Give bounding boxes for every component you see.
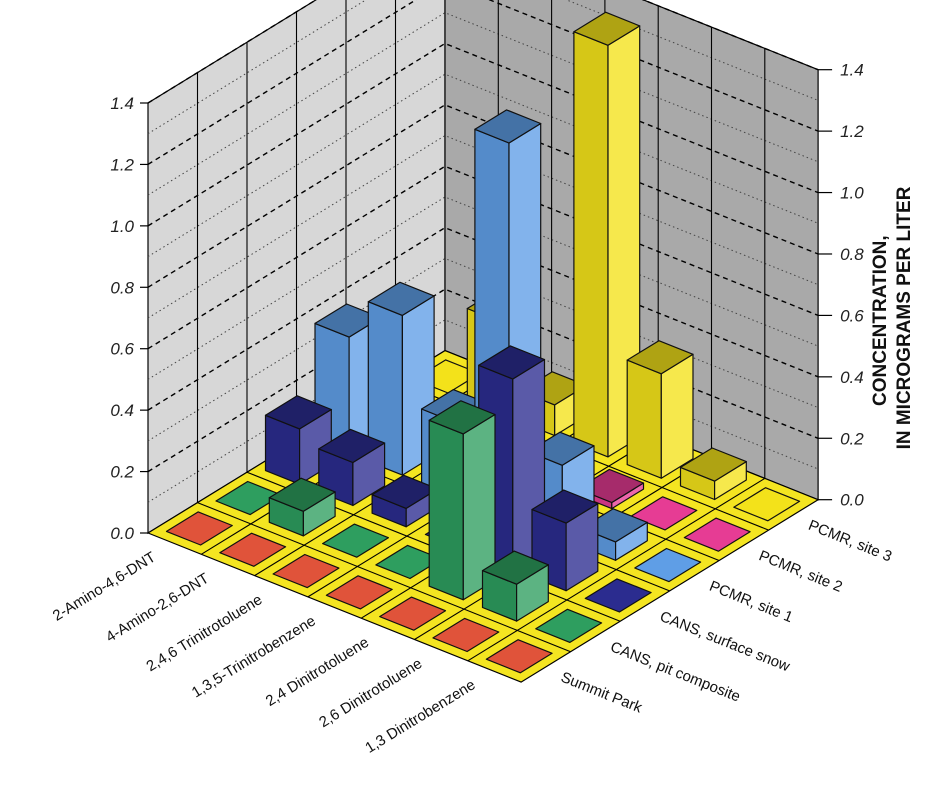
y-axis-title-line-2: IN MICROGRAMS PER LITER (894, 186, 915, 449)
bar-7-2 (535, 608, 603, 644)
bar-base-tile (322, 523, 389, 558)
bar-base-tile (165, 511, 233, 546)
site-label: Summit Park (558, 669, 644, 717)
wall-gridline (147, 0, 819, 165)
bar-4-6 (573, 11, 641, 458)
bar-base-tile (733, 487, 801, 522)
bar-2-3 (318, 428, 386, 507)
bar-7-4 (634, 547, 702, 583)
bar-top-face (428, 400, 496, 435)
y-tick-left: 0.0 (110, 524, 134, 543)
y-tick-right: 1.2 (840, 122, 864, 141)
y-tick-right: 0.0 (840, 491, 864, 510)
y-tick-left: 0.8 (110, 278, 134, 297)
bar-top-face (268, 477, 336, 512)
bar-base-tile (584, 578, 652, 613)
bar-5-2 (428, 400, 496, 601)
bar-base-tile (325, 575, 393, 610)
y-axis-left-ticks: 0.0 0.2 0.4 0.6 0.8 1.0 1.2 1.4 (110, 94, 148, 543)
y-tick-left: 0.6 (110, 340, 134, 359)
bar-base-tile (634, 547, 702, 583)
site-label: PCMR, site 1 (707, 578, 795, 627)
y-axis-title: CONCENTRATION, IN MICROGRAMS PER LITER (870, 186, 915, 449)
bar-top-face (679, 447, 747, 482)
y-tick-left: 1.2 (110, 155, 134, 174)
bar-4-1 (325, 575, 393, 610)
bar-base-tile (485, 639, 553, 674)
bar-7-1 (485, 639, 553, 674)
wall-gridline (147, 165, 819, 350)
bar-1-3 (264, 395, 332, 485)
bar-6-1 (432, 617, 500, 653)
y-tick-right: 1.4 (840, 61, 864, 80)
bar-top-face (626, 340, 694, 375)
bar-6-6 (679, 447, 747, 501)
bar-base-tile (535, 608, 603, 644)
chart-bars (165, 11, 801, 674)
bar-base-tile (683, 517, 751, 552)
bar-5-6 (626, 340, 694, 479)
wall-gridline (147, 42, 819, 227)
site-label: PCMR, site 2 (756, 547, 844, 596)
y-axis-right-ticks: 0.0 0.2 0.4 0.6 0.8 1.0 1.2 1.4 (818, 61, 864, 510)
floor-gridline (197, 502, 571, 653)
bar-7-3 (584, 578, 652, 613)
wall-gridline (147, 288, 819, 473)
site-label: PCMR, site 3 (806, 517, 894, 566)
bar-top-face (481, 550, 549, 585)
wall-gridline (147, 104, 819, 288)
bar-7-6 (733, 487, 801, 522)
bar-base-tile (432, 617, 500, 653)
bar-top-face (573, 11, 641, 46)
y-tick-right: 0.2 (840, 429, 864, 448)
bar-7-5 (683, 517, 751, 552)
bar-top-face (318, 428, 386, 464)
bar-base-tile (272, 553, 340, 589)
y-axis-title-line-1: CONCENTRATION, (870, 235, 891, 406)
bar-3-2 (322, 523, 389, 558)
y-tick-left: 0.2 (110, 463, 134, 482)
bar-top-face (478, 345, 546, 380)
bar-base-tile (219, 532, 287, 567)
bar-5-1 (379, 596, 447, 631)
y-tick-right: 1.0 (840, 184, 864, 203)
bar-6-2 (481, 550, 549, 622)
bar-6-5 (630, 496, 698, 531)
bar-2-1 (219, 532, 287, 567)
bar-front-face (428, 419, 464, 601)
y-tick-left: 1.0 (110, 217, 134, 236)
bar-top-face (474, 109, 542, 144)
wall-gridline (147, 0, 819, 104)
bar-3-1 (272, 553, 340, 589)
y-tick-left: 1.4 (110, 94, 134, 113)
y-tick-right: 0.4 (840, 368, 864, 387)
bar-1-1 (165, 511, 233, 546)
bar-front-face (573, 31, 609, 458)
bar-side-face (660, 353, 694, 479)
bar-base-tile (379, 596, 447, 631)
y-tick-right: 0.8 (840, 245, 864, 264)
bar-top-face (531, 489, 599, 524)
bar-top-face (367, 281, 435, 316)
wall-gridline (147, 226, 819, 411)
y-tick-right: 0.6 (840, 306, 864, 325)
bar-top-face (264, 395, 332, 430)
y-tick-left: 0.4 (110, 401, 134, 420)
bar-2-2 (268, 477, 336, 537)
bar-front-face (626, 359, 662, 479)
bar-base-tile (630, 496, 698, 531)
